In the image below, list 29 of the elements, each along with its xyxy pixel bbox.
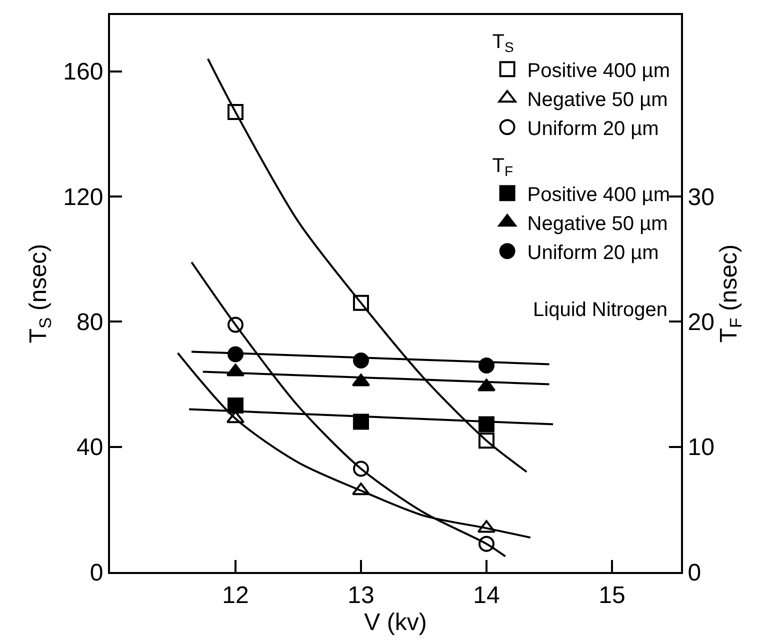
y-tick-label: 160 — [63, 58, 104, 86]
x-axis-title: V (kv) — [364, 608, 427, 636]
y2-tick-label: 20 — [688, 309, 715, 336]
x-tick-label: 12 — [222, 582, 249, 609]
point — [478, 536, 494, 552]
point — [478, 432, 494, 449]
y-tick-label: 40 — [76, 434, 104, 462]
annotation: T$_{F}$ — [492, 154, 514, 180]
y-tick-label: 120 — [63, 184, 104, 211]
annotation: T$_{S}$ — [492, 30, 514, 56]
point — [227, 316, 244, 333]
legend-label: Negative 50 µm — [527, 88, 668, 111]
y2-tick-label: 10 — [688, 434, 715, 462]
y-tick-label: 80 — [76, 309, 104, 336]
legend-label: Positive 400 µm — [527, 184, 670, 206]
legend-label: Uniform 20 µm — [527, 242, 659, 264]
legend-label: Uniform 20 µm — [527, 118, 659, 140]
legend-label: Negative 50 µm — [527, 212, 668, 235]
x-tick-label: 14 — [473, 582, 500, 609]
y-tick-label: 0 — [90, 559, 104, 586]
y2-tick-label: 0 — [688, 559, 702, 586]
legend-label: Positive 400 µm — [527, 60, 670, 82]
x-tick-label: 13 — [348, 582, 374, 609]
point — [352, 294, 369, 311]
annotation: Liquid Nitrogen — [533, 299, 668, 321]
x-tick-label: 15 — [598, 582, 626, 609]
point — [352, 460, 369, 477]
y2-tick-label: 30 — [688, 184, 715, 211]
point — [227, 104, 244, 120]
